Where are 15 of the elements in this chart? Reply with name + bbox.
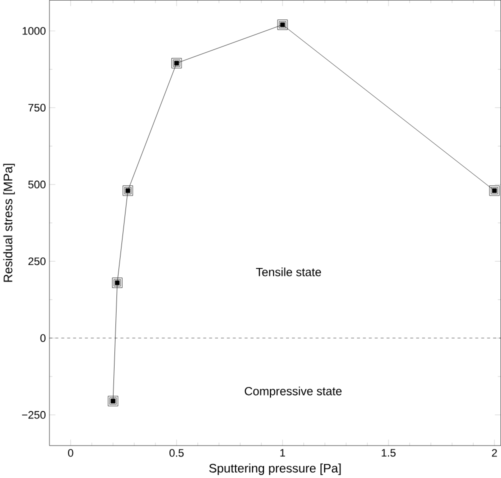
y-tick-label: 250	[28, 257, 46, 265]
y-tick-label: 0	[40, 334, 46, 342]
x-tick-label: 2	[492, 448, 497, 457]
annotation: Tensile state	[256, 267, 321, 276]
x-tick-label: 0.5	[169, 448, 184, 457]
y-axis-title: Residual stress [MPa]	[3, 164, 15, 282]
y-tick-label: 750	[28, 104, 46, 112]
x-axis-title: Sputtering pressure [Pa]	[209, 463, 341, 475]
y-tick-label: 1000	[22, 26, 46, 35]
y-tick-label: −250	[22, 410, 46, 419]
x-tick-label: 1	[280, 448, 286, 456]
x-tick-label: 0	[68, 448, 74, 457]
y-tick-label: 500	[28, 180, 46, 188]
annotation: Compressive state	[244, 386, 342, 398]
x-tick-label: 1.5	[382, 448, 396, 457]
